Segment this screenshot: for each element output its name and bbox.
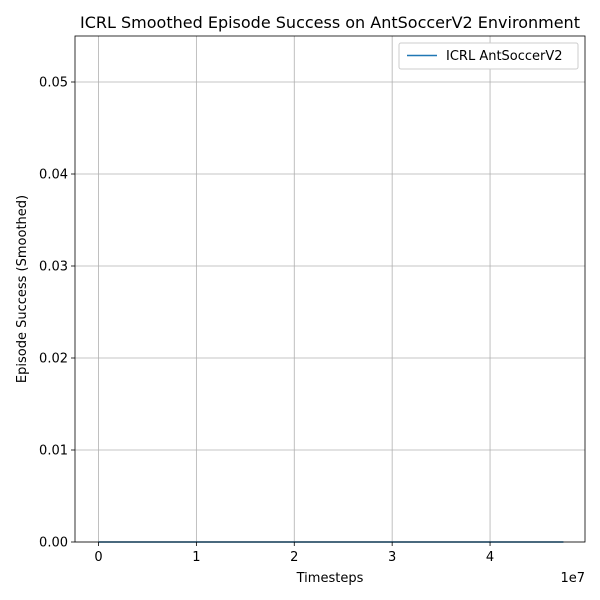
x-tick-label: 4 <box>486 550 494 565</box>
x-axis-ticks: 0 1 2 3 4 <box>94 542 494 565</box>
grid-lines <box>75 36 585 543</box>
x-axis-offset-label: 1e7 <box>560 571 585 586</box>
y-axis-ticks: 0.00 0.01 0.02 0.03 0.04 0.05 <box>39 76 75 551</box>
x-tick-label: 1 <box>192 550 200 565</box>
x-tick-label: 3 <box>388 550 396 565</box>
x-tick-label: 0 <box>94 550 102 565</box>
y-tick-label: 0.01 <box>39 444 68 459</box>
y-tick-label: 0.00 <box>39 536 68 551</box>
plot-area-frame <box>74 35 586 543</box>
legend-label-icrl-antsoccerv2: ICRL AntSoccerV2 <box>446 49 563 64</box>
chart-title: ICRL Smoothed Episode Success on AntSocc… <box>80 13 580 32</box>
y-tick-label: 0.05 <box>39 76 68 91</box>
x-tick-label: 2 <box>290 550 298 565</box>
y-tick-label: 0.04 <box>39 168 68 183</box>
y-tick-label: 0.02 <box>39 352 68 367</box>
y-tick-label: 0.03 <box>39 260 68 275</box>
x-axis-label: Timesteps <box>296 571 364 586</box>
y-axis-label: Episode Success (Smoothed) <box>15 195 30 383</box>
legend-box <box>398 42 579 70</box>
legend: ICRL AntSoccerV2 <box>398 42 579 70</box>
